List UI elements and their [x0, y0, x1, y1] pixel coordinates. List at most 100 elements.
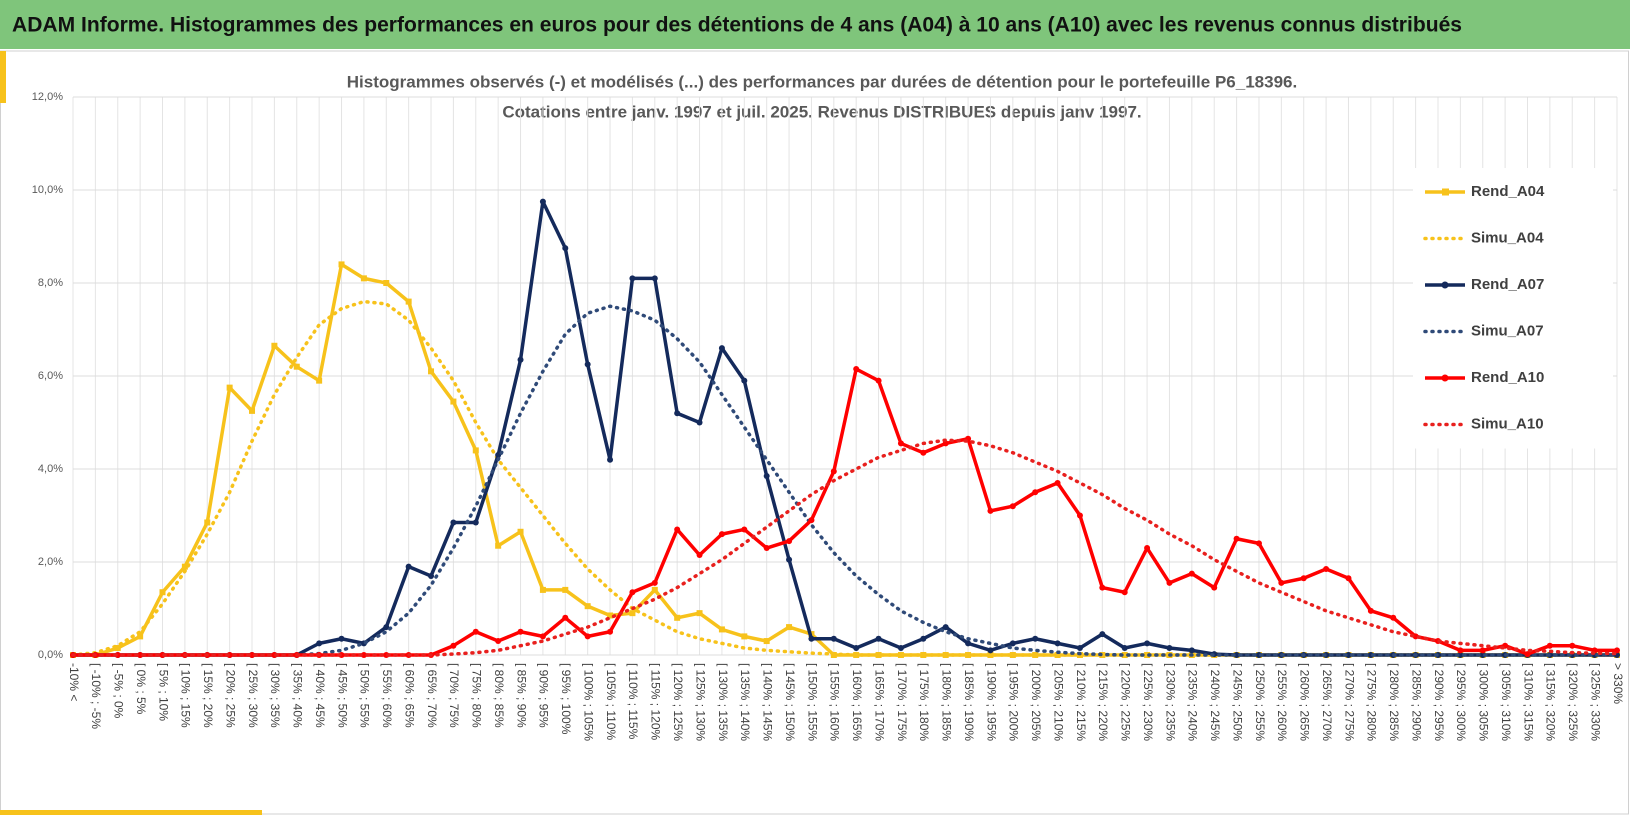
marker	[1121, 589, 1128, 596]
marker	[718, 626, 725, 633]
marker	[763, 472, 770, 479]
marker	[1188, 647, 1195, 654]
marker	[450, 519, 457, 526]
marker	[741, 377, 748, 384]
x-tick-label: [ 95% ; 100%	[559, 663, 573, 735]
legend-label: Simu_A10	[1471, 415, 1544, 432]
marker	[517, 628, 524, 635]
x-tick-label: [ 240% ; 245%	[1208, 663, 1222, 741]
marker	[674, 614, 681, 621]
marker	[1009, 640, 1016, 647]
marker	[741, 633, 748, 640]
marker	[249, 407, 256, 414]
marker	[159, 589, 166, 596]
x-tick-label: [ 275% ; 280%	[1365, 663, 1379, 741]
marker	[1188, 570, 1195, 577]
marker	[316, 377, 323, 384]
marker	[249, 652, 256, 658]
marker	[472, 628, 479, 635]
marker	[405, 298, 412, 305]
x-tick-label: [ 40% ; 45%	[313, 663, 327, 728]
marker	[987, 507, 994, 514]
x-tick-label: [ 25% ; 30%	[246, 663, 260, 728]
x-tick-label: [ 325% ; 330%	[1588, 663, 1602, 741]
x-tick-label: [ 315% ; 320%	[1544, 663, 1558, 741]
marker	[1457, 647, 1464, 654]
x-tick-label: [ 320% ; 325%	[1566, 663, 1580, 741]
marker	[137, 633, 144, 640]
x-tick-label: [ 5% ; 10%	[156, 663, 170, 721]
marker	[428, 368, 435, 375]
x-tick-label: [ 225% ; 230%	[1141, 663, 1155, 741]
marker	[562, 245, 569, 252]
x-tick-label: [ 85% ; 90%	[514, 663, 528, 728]
marker	[897, 645, 904, 652]
marker	[853, 645, 860, 652]
marker	[1569, 642, 1576, 649]
marker	[114, 645, 121, 652]
legend-marker	[1442, 188, 1449, 196]
marker	[920, 449, 927, 456]
marker	[1614, 647, 1620, 654]
marker	[629, 589, 636, 596]
marker	[1390, 614, 1397, 621]
chart-title: Histogrammes observés (-) et modélisés (…	[347, 72, 1297, 91]
marker	[741, 526, 748, 533]
legend-marker	[1441, 281, 1449, 289]
x-tick-label: [ 20% ; 25%	[223, 663, 237, 728]
x-tick-label: [ 45% ; 50%	[335, 663, 349, 728]
marker	[1009, 503, 1016, 510]
x-tick-label: [ 285% ; 290%	[1409, 663, 1423, 741]
marker	[181, 563, 188, 570]
marker	[830, 468, 837, 475]
marker	[450, 398, 457, 405]
marker	[1255, 540, 1262, 547]
legend-marker	[1441, 374, 1449, 382]
accent-bottom	[0, 810, 262, 815]
x-tick-label: [ 255% ; 260%	[1275, 663, 1289, 741]
y-tick-label: 0,0%	[38, 649, 63, 661]
marker	[405, 563, 412, 570]
legend-label: Simu_A07	[1471, 322, 1544, 339]
marker	[1121, 645, 1128, 652]
header-title: ADAM Informe. Histogrammes des performan…	[12, 14, 1462, 37]
x-tick-label: [ 235% ; 240%	[1186, 663, 1200, 741]
marker	[1233, 652, 1240, 658]
marker	[517, 356, 524, 363]
x-tick-label: [ 120% ; 125%	[671, 663, 685, 741]
marker	[1032, 489, 1039, 496]
marker	[338, 261, 345, 268]
marker	[137, 652, 144, 658]
legend-box	[1413, 168, 1613, 449]
x-tick-label: [ 195% ; 200%	[1007, 663, 1021, 741]
x-tick-label: [ 130% ; 135%	[716, 663, 730, 741]
y-tick-label: 4,0%	[38, 463, 63, 475]
marker	[1345, 575, 1352, 582]
x-tick-label: -10% <	[67, 663, 81, 701]
marker	[360, 275, 367, 282]
x-tick-label: [ 250% ; 255%	[1253, 663, 1267, 741]
model-line	[71, 304, 1619, 657]
marker	[1345, 652, 1352, 658]
marker	[853, 366, 860, 373]
x-tick-label: [ 60% ; 65%	[402, 663, 416, 728]
marker	[718, 345, 725, 352]
x-tick-label: [ 185% ; 190%	[962, 663, 976, 741]
x-tick-label: [ 230% ; 235%	[1163, 663, 1177, 741]
marker	[1457, 652, 1464, 658]
marker	[830, 635, 837, 642]
x-tick-label: [ 200% ; 205%	[1029, 663, 1043, 741]
x-tick-label: [ 75% ; 80%	[470, 663, 484, 728]
x-tick-label: [ 50% ; 55%	[358, 663, 372, 728]
marker	[472, 447, 479, 454]
marker	[1076, 645, 1083, 652]
marker	[1367, 607, 1374, 614]
model-line	[71, 438, 1619, 657]
x-tick-label: [ 0% ; 5%	[134, 663, 148, 715]
x-tick-label: [ 245% ; 250%	[1230, 663, 1244, 741]
marker	[204, 519, 211, 526]
marker	[1009, 652, 1016, 658]
x-tick-label: > 330%	[1611, 663, 1625, 704]
x-tick-label: [ 10% ; 15%	[179, 663, 193, 728]
x-tick-label: [ 70% ; 75%	[447, 663, 461, 728]
